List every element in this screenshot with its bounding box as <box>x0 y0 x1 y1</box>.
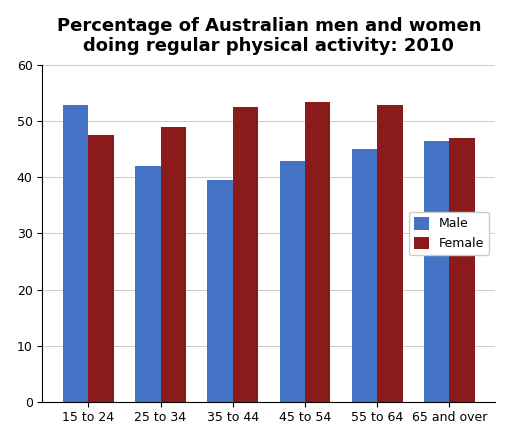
Bar <box>377 105 402 402</box>
Legend: Male, Female: Male, Female <box>409 212 489 255</box>
Bar <box>88 135 114 402</box>
Bar <box>135 166 160 402</box>
Bar <box>450 138 475 402</box>
Bar <box>280 161 305 402</box>
Bar <box>160 127 186 402</box>
Bar <box>424 141 450 402</box>
Bar <box>233 108 258 402</box>
Bar <box>63 105 88 402</box>
Bar <box>207 180 233 402</box>
Bar <box>305 102 330 402</box>
Bar <box>352 149 377 402</box>
Title: Percentage of Australian men and women
doing regular physical activity: 2010: Percentage of Australian men and women d… <box>57 17 481 56</box>
